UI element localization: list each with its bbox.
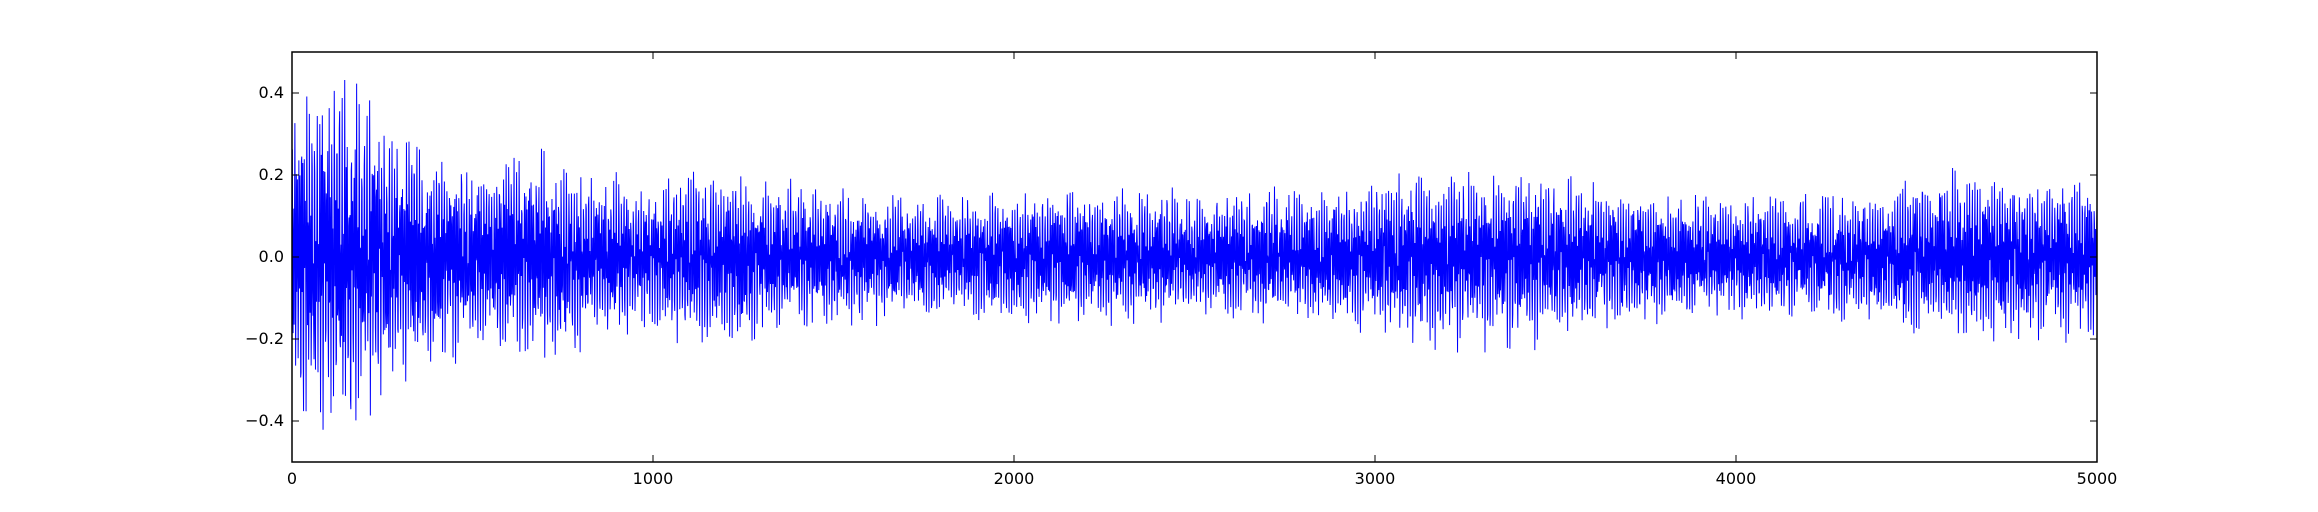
x-tick-label: 0 xyxy=(287,469,297,488)
y-tick-label: 0.0 xyxy=(259,247,284,266)
x-tick-label: 4000 xyxy=(1716,469,1757,488)
y-tick-label: 0.2 xyxy=(259,165,284,184)
series-layer xyxy=(291,80,2098,430)
x-axis: 0 1000 2000 3000 4000 5000 xyxy=(287,52,2117,488)
signal-line xyxy=(291,80,2098,430)
x-tick-label: 3000 xyxy=(1355,469,1396,488)
y-tick-label: −0.4 xyxy=(245,411,284,430)
y-axis: −0.4 −0.2 0.0 0.2 0.4 xyxy=(245,83,2097,430)
x-tick-label: 1000 xyxy=(633,469,674,488)
y-tick-label: −0.2 xyxy=(245,329,284,348)
x-tick-label: 5000 xyxy=(2077,469,2118,488)
x-tick-label: 2000 xyxy=(994,469,1035,488)
y-tick-label: 0.4 xyxy=(259,83,284,102)
